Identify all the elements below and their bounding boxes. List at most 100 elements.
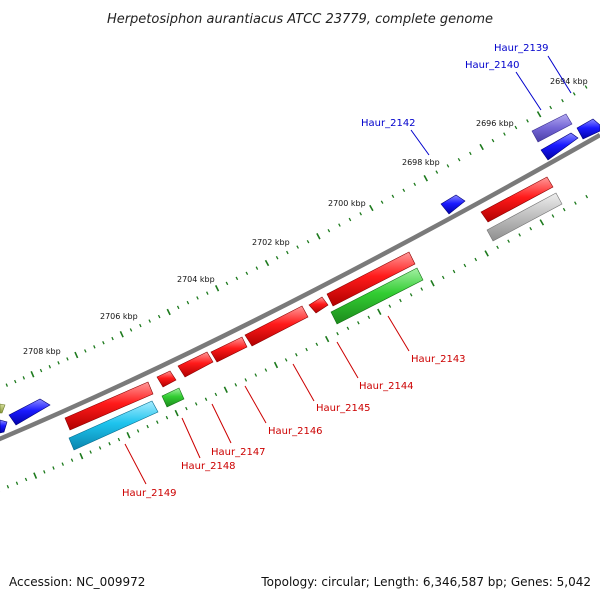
tick-mark bbox=[5, 383, 9, 387]
tick-mark bbox=[129, 328, 133, 332]
tick-mark bbox=[89, 450, 92, 454]
gene-haur-2148[interactable] bbox=[177, 351, 214, 378]
tick-label: 2698 kbp bbox=[402, 158, 440, 167]
tick-mark bbox=[399, 298, 402, 303]
tick-mark bbox=[79, 452, 84, 460]
gene-label-haur-2149[interactable]: Haur_2149 bbox=[122, 488, 177, 499]
gene-label-haur-2140[interactable]: Haur_2140 bbox=[465, 60, 520, 71]
leader-haur-2139 bbox=[547, 55, 572, 94]
gene-red-small-b[interactable] bbox=[156, 370, 177, 388]
tick-mark bbox=[22, 376, 26, 380]
tick-mark bbox=[146, 424, 149, 429]
leader-haur-2147 bbox=[211, 403, 232, 444]
gene-haur-2144[interactable] bbox=[326, 251, 416, 307]
genome-summary-text: Topology: circular; Length: 6,346,587 bp… bbox=[261, 575, 591, 589]
tick-mark bbox=[367, 315, 371, 320]
gene-blue-left-edge[interactable] bbox=[0, 419, 8, 434]
tick-mark bbox=[423, 175, 429, 182]
tick-mark bbox=[74, 351, 79, 359]
tick-mark bbox=[584, 85, 588, 89]
tick-mark bbox=[305, 347, 308, 352]
gene-haur-2143[interactable] bbox=[330, 267, 424, 325]
gene-haur-2140[interactable] bbox=[531, 113, 573, 143]
tick-mark bbox=[435, 170, 439, 174]
tick-mark bbox=[413, 182, 417, 187]
gene-label-haur-2142[interactable]: Haur_2142 bbox=[361, 118, 416, 129]
tick-marks-outer bbox=[5, 85, 588, 387]
tick-mark bbox=[33, 472, 38, 479]
tick-mark bbox=[585, 194, 589, 199]
tick-mark bbox=[338, 223, 341, 227]
tick-mark bbox=[24, 477, 28, 482]
gene-label-haur-2148[interactable]: Haur_2148 bbox=[181, 461, 236, 472]
gene-olive-left-edge[interactable] bbox=[0, 403, 6, 414]
gene-blue-left[interactable] bbox=[8, 398, 51, 426]
gene-green-small[interactable] bbox=[161, 387, 185, 408]
gene-haur-2142[interactable] bbox=[440, 194, 466, 215]
tick-mark bbox=[526, 119, 529, 123]
tick-mark bbox=[316, 233, 321, 240]
gene-label-haur-2147[interactable]: Haur_2147 bbox=[211, 447, 266, 458]
tick-mark bbox=[562, 207, 566, 212]
gene-haur-2147[interactable] bbox=[210, 336, 248, 363]
tick-mark bbox=[295, 353, 298, 357]
tick-mark bbox=[30, 370, 35, 378]
tick-mark bbox=[348, 217, 352, 222]
gene-red-upper-right[interactable] bbox=[480, 176, 554, 223]
tick-mark bbox=[514, 125, 518, 130]
tick-mark bbox=[388, 304, 392, 308]
tick-mark bbox=[136, 429, 140, 433]
tick-mark bbox=[446, 164, 450, 168]
tick-mark bbox=[223, 386, 228, 393]
tick-label: 2700 kbp bbox=[328, 199, 366, 208]
tick-label: 2694 kbp bbox=[550, 77, 588, 86]
gene-red-small-a[interactable] bbox=[308, 296, 329, 314]
tick-mark bbox=[165, 415, 169, 420]
tick-mark bbox=[306, 239, 310, 244]
tick-mark bbox=[420, 287, 424, 291]
map-title: Herpetosiphon aurantiacus ATCC 23779, co… bbox=[107, 12, 493, 27]
accession-text: Accession: NC_009972 bbox=[9, 575, 146, 589]
tick-mark bbox=[84, 349, 87, 353]
tick-mark bbox=[327, 228, 331, 233]
gene-haur-2146[interactable] bbox=[244, 305, 309, 347]
tick-mark bbox=[264, 368, 268, 372]
tick-mark bbox=[286, 250, 289, 255]
forward-strand-genes bbox=[0, 113, 600, 434]
tick-mark bbox=[156, 420, 159, 424]
reverse-strand-genes bbox=[64, 176, 554, 431]
gene-label-haur-2143[interactable]: Haur_2143 bbox=[411, 354, 466, 365]
gene-haur-2149[interactable] bbox=[68, 400, 159, 451]
tick-mark bbox=[539, 219, 545, 226]
tick-mark bbox=[186, 300, 190, 305]
tick-mark bbox=[234, 383, 238, 387]
tick-mark bbox=[479, 143, 484, 151]
tick-mark bbox=[491, 138, 495, 143]
leader-haur-2146 bbox=[244, 385, 267, 424]
tick-marks-inner bbox=[0, 194, 589, 492]
gene-haur-2139[interactable] bbox=[576, 118, 600, 140]
gene-label-haur-2144[interactable]: Haur_2144 bbox=[359, 381, 414, 392]
tick-mark bbox=[102, 341, 105, 345]
tick-mark bbox=[574, 201, 577, 205]
gene-label-haur-2139[interactable]: Haur_2139 bbox=[494, 43, 549, 54]
tick-mark bbox=[93, 345, 96, 349]
tick-mark bbox=[39, 368, 43, 373]
gene-haur-2141[interactable] bbox=[540, 132, 579, 161]
tick-mark bbox=[359, 212, 362, 216]
tick-mark bbox=[561, 98, 564, 103]
tick-mark bbox=[357, 321, 360, 325]
gene-labels: Haur_2139 Haur_2140 Haur_2142 Haur_2143 … bbox=[122, 43, 549, 499]
tick-mark bbox=[551, 214, 555, 218]
gene-label-haur-2145[interactable]: Haur_2145 bbox=[316, 403, 371, 414]
gene-red-left-large[interactable] bbox=[64, 381, 154, 431]
tick-mark bbox=[119, 330, 124, 338]
tick-mark bbox=[6, 485, 10, 489]
tick-mark bbox=[225, 281, 229, 286]
gene-label-haur-2146[interactable]: Haur_2146 bbox=[268, 426, 323, 437]
tick-mark bbox=[245, 271, 249, 276]
leader-lines bbox=[124, 55, 572, 485]
gene-gray-right[interactable] bbox=[486, 192, 563, 242]
tick-mark bbox=[402, 188, 406, 193]
